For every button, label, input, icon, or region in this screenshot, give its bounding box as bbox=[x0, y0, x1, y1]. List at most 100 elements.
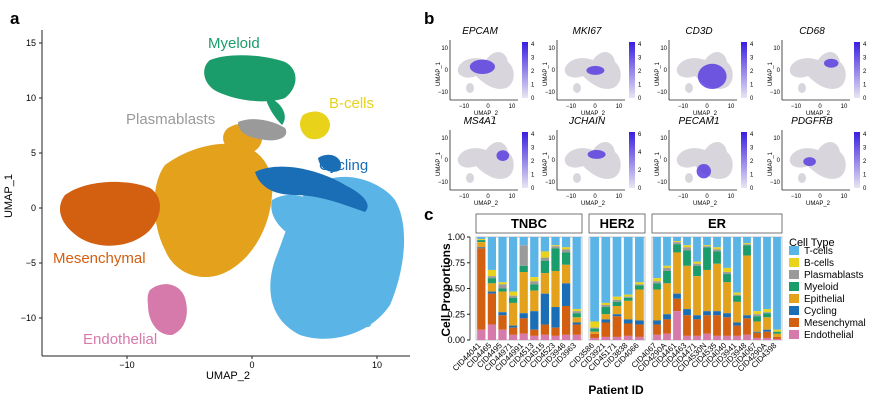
feature-y-label: UMAP_1 bbox=[655, 61, 661, 86]
bar-segment bbox=[601, 319, 611, 323]
feature-y-tick: 0 bbox=[664, 158, 668, 164]
expression-hotspot bbox=[697, 63, 727, 89]
bar-segment bbox=[653, 334, 661, 340]
bar-segment bbox=[561, 264, 571, 284]
facet-strip bbox=[651, 213, 783, 234]
feature-y-tick: −10 bbox=[545, 90, 556, 96]
bar-segment bbox=[551, 246, 560, 249]
panel-a-y-ticks: 15 10 5 0 −5 −10 bbox=[21, 38, 42, 323]
bar-segment bbox=[693, 276, 701, 316]
bar-segment bbox=[498, 282, 507, 285]
bar-segment bbox=[530, 311, 539, 330]
bar-segment bbox=[498, 329, 507, 340]
feature-y-tick: −10 bbox=[657, 180, 668, 186]
colorbar-tick: 4 bbox=[750, 42, 754, 48]
bar-segment bbox=[477, 247, 486, 249]
bar-segment bbox=[773, 329, 781, 332]
bar-segment bbox=[498, 315, 507, 330]
feature-x-label: UMAP_2 bbox=[581, 201, 606, 207]
bar-segment bbox=[683, 265, 691, 310]
feature-y-tick: 0 bbox=[664, 68, 668, 74]
colorbar-tick: 6 bbox=[638, 132, 642, 138]
bar-segment bbox=[498, 284, 507, 289]
feature-x-tick: 10 bbox=[841, 194, 848, 200]
colorbar-tick: 2 bbox=[750, 69, 754, 75]
cluster-label-epithelial: Epithelial bbox=[177, 236, 238, 253]
bar-segment bbox=[673, 293, 681, 299]
bar-segment bbox=[753, 314, 761, 317]
colorbar-tick: 4 bbox=[863, 42, 867, 48]
feature-x-tick: −10 bbox=[459, 194, 470, 200]
bar-segment bbox=[703, 245, 711, 247]
bar-segment bbox=[703, 269, 711, 312]
bar-segment bbox=[683, 309, 691, 316]
feature-y-tick: 10 bbox=[660, 136, 667, 142]
bar-segment bbox=[519, 245, 528, 266]
bar-segment bbox=[540, 293, 550, 325]
colorbar bbox=[854, 42, 860, 98]
feature-x-label: UMAP_2 bbox=[806, 111, 831, 117]
feature-x-tick: −10 bbox=[791, 194, 802, 200]
bar-segment bbox=[540, 260, 550, 274]
bar-segment bbox=[519, 313, 528, 319]
bar-segment bbox=[561, 247, 571, 250]
colorbar-tick: 0 bbox=[638, 186, 642, 192]
bar-segment bbox=[487, 291, 497, 294]
bar-segment bbox=[733, 301, 741, 323]
bar-segment bbox=[561, 283, 571, 307]
bar-segment bbox=[561, 237, 571, 248]
colorbar bbox=[629, 42, 635, 98]
bar-segment bbox=[601, 336, 611, 340]
bar-segment bbox=[683, 315, 691, 336]
feature-y-label: UMAP_1 bbox=[768, 151, 774, 176]
bar-segment bbox=[733, 335, 741, 340]
bar-segment bbox=[601, 304, 611, 308]
bar-segment bbox=[773, 331, 781, 334]
bar-segment bbox=[743, 243, 751, 245]
bar-segment bbox=[743, 255, 751, 316]
bar-segment bbox=[723, 237, 731, 268]
colorbar-tick: 0 bbox=[531, 96, 535, 102]
bar-segment bbox=[753, 331, 761, 333]
bar-segment bbox=[743, 318, 751, 335]
bar-segment bbox=[612, 336, 622, 340]
legend-label: B-cells bbox=[804, 258, 834, 269]
bar-segment bbox=[561, 252, 571, 265]
bar-segment bbox=[530, 284, 539, 291]
colorbar-tick: 2 bbox=[531, 159, 535, 165]
bar-segment bbox=[551, 245, 560, 247]
bar-segment bbox=[733, 322, 741, 326]
feature-x-tick: 0 bbox=[705, 194, 709, 200]
bar-segment bbox=[623, 335, 633, 340]
colorbar-tick: 1 bbox=[750, 173, 754, 179]
feature-y-tick: 10 bbox=[660, 46, 667, 52]
panel-a-y-axis-label: UMAP_1 bbox=[3, 174, 15, 218]
colorbar-tick: 4 bbox=[531, 42, 535, 48]
cluster-myeloid-shape bbox=[204, 55, 296, 125]
bar-segment bbox=[487, 269, 497, 277]
bar-segment bbox=[519, 333, 528, 340]
bar-segment bbox=[572, 311, 581, 314]
panel-b-label: b bbox=[424, 9, 434, 28]
bar-segment bbox=[590, 331, 599, 334]
bar-segment bbox=[653, 320, 661, 325]
panel-c-stacked-bars: c Cell Proportions Patient ID 1.00 0.75 0.… bbox=[424, 205, 866, 397]
bar-segment bbox=[551, 327, 560, 336]
legend-swatch bbox=[789, 318, 799, 327]
cluster-label-myeloid: Myeloid bbox=[208, 35, 260, 52]
bar-segment bbox=[693, 237, 701, 262]
bar-segment bbox=[773, 338, 781, 340]
bar-segment bbox=[477, 240, 486, 243]
bar-segment bbox=[601, 237, 611, 303]
cluster-label-endothelial: Endothelial bbox=[83, 331, 157, 348]
bar-segment bbox=[663, 333, 671, 340]
bar-segment bbox=[663, 314, 671, 320]
feature-x-tick: −10 bbox=[566, 194, 577, 200]
bar-segment bbox=[477, 248, 486, 330]
feature-y-tick: −10 bbox=[545, 180, 556, 186]
y-tick-label: 1.00 bbox=[447, 232, 465, 242]
bar-segment bbox=[723, 313, 731, 318]
